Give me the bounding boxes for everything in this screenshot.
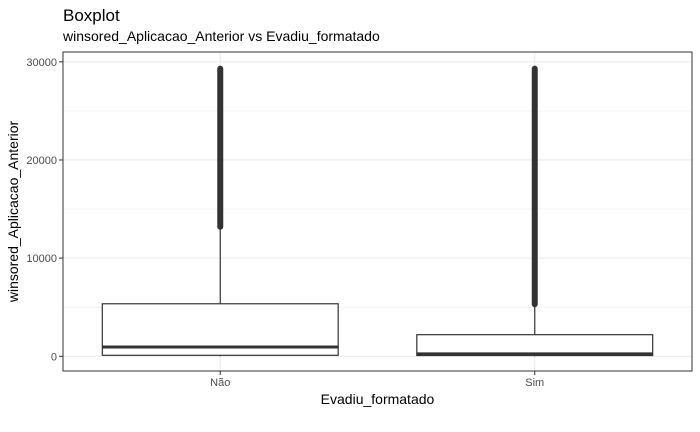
y-tick-label: 10000: [26, 253, 57, 265]
y-tick-label: 0: [51, 351, 57, 363]
box-body: [416, 334, 654, 357]
x-axis: Não Sim: [210, 371, 544, 389]
grid-layer: [63, 52, 692, 371]
boxes-layer: [101, 65, 654, 357]
x-tick-label: Sim: [525, 377, 544, 389]
box-2: [416, 65, 654, 357]
x-axis-title: Evadiu_formatado: [321, 391, 435, 407]
chart-title: Boxplot: [63, 6, 120, 25]
x-tick-label: Não: [210, 377, 230, 389]
box-1: [101, 65, 339, 357]
y-axis-title: winsored_Aplicacao_Anterior: [5, 121, 21, 304]
panel-border: [62, 51, 693, 372]
chart-subtitle: winsored_Aplicacao_Anterior vs Evadiu_fo…: [62, 28, 380, 44]
y-tick-label: 30000: [26, 57, 57, 69]
y-axis: 0 10000 20000 30000: [26, 57, 63, 363]
y-tick-label: 20000: [26, 155, 57, 167]
